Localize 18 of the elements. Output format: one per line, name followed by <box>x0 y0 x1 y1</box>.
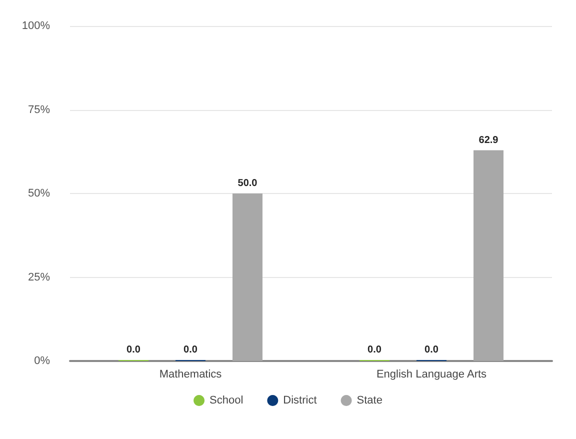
legend-label: District <box>283 394 317 406</box>
y-tick-label: 75% <box>28 104 50 116</box>
y-tick-label: 100% <box>22 20 50 32</box>
data-label: 0.0 <box>424 344 439 356</box>
y-tick-label: 25% <box>28 271 50 284</box>
bar <box>232 194 262 361</box>
x-tick-label: English Language Arts <box>376 368 488 380</box>
data-label: 0.0 <box>126 344 141 356</box>
legend-label: State <box>356 394 382 406</box>
data-label: 0.0 <box>184 344 198 356</box>
x-tick-label: Mathematics <box>159 368 222 380</box>
data-label: 62.9 <box>478 134 499 146</box>
data-label: 0.0 <box>368 344 382 356</box>
legend-label: School <box>210 394 244 406</box>
y-tick-label: 0% <box>34 355 50 367</box>
data-label: 50.0 <box>238 178 258 189</box>
bar <box>474 150 504 361</box>
y-tick-label: 50% <box>28 188 50 200</box>
